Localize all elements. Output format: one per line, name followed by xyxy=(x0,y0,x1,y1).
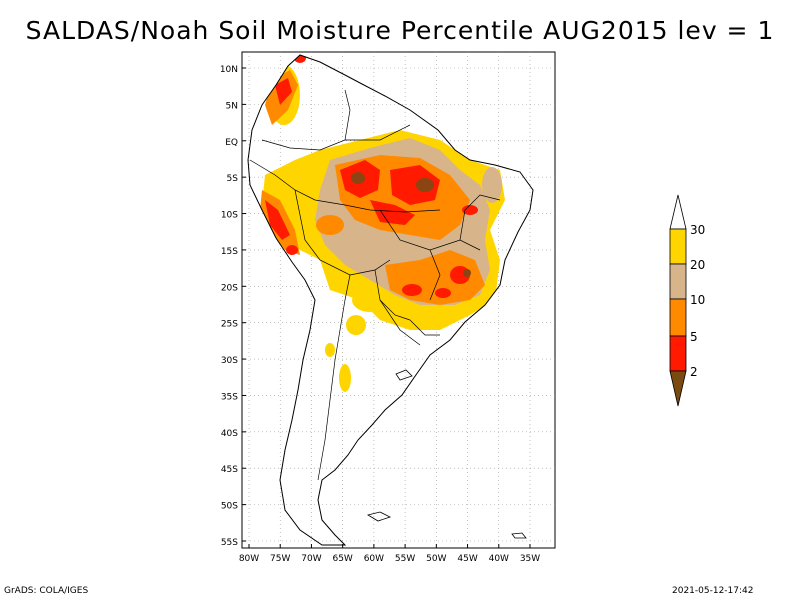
lon-tick-label: 75W xyxy=(270,554,290,564)
lat-tick-label: 15S xyxy=(221,247,238,257)
legend-label: 10 xyxy=(690,293,705,307)
lon-tick-label: 80W xyxy=(239,554,259,564)
lat-tick-label: 5N xyxy=(226,101,238,111)
legend-label: 5 xyxy=(690,330,698,344)
lon-tick-label: 55W xyxy=(395,554,415,564)
legend-swatch-under xyxy=(669,370,687,407)
lat-tick-label: 50S xyxy=(221,502,238,512)
coastline xyxy=(247,54,534,546)
country-borders xyxy=(249,89,501,481)
footer-timestamp: 2021-05-12-17:42 xyxy=(672,586,754,596)
legend-swatch xyxy=(669,298,687,337)
lon-tick-label: 60W xyxy=(364,554,384,564)
legend-label: 30 xyxy=(690,223,705,237)
lon-tick-label: 45W xyxy=(457,554,477,564)
lat-tick-label: 30S xyxy=(221,356,238,366)
lon-tick-label: 70W xyxy=(301,554,321,564)
lon-tick-label: 65W xyxy=(332,554,352,564)
color-legend: 30 20 10 5 2 xyxy=(669,194,705,407)
lat-tick-label: 40S xyxy=(221,429,238,439)
lat-tick-label: EQ xyxy=(225,138,238,148)
lat-tick-label: 35S xyxy=(221,392,238,402)
percentile-shading xyxy=(260,55,505,392)
lat-tick-label: 55S xyxy=(221,538,238,548)
lat-tick-label: 20S xyxy=(221,283,238,293)
islands xyxy=(366,369,527,539)
legend-swatch-over xyxy=(669,194,687,230)
lon-tick-label: 50W xyxy=(426,554,446,564)
lat-tick-label: 45S xyxy=(221,465,238,475)
legend-swatch xyxy=(669,263,687,300)
shade-brown xyxy=(351,172,471,277)
lat-tick-label: 25S xyxy=(221,320,238,330)
latitude-labels: 10N 5N EQ 5S 10S 15S 20S 25S 30S 35S 40S 45S 50S 55S xyxy=(220,65,246,548)
lon-tick-label: 40W xyxy=(489,554,509,564)
map-title: SALDAS/Noah Soil Moisture Percentile AUG… xyxy=(25,16,775,45)
footer-credit: GrADS: COLA/IGES xyxy=(4,586,89,596)
legend-label: 20 xyxy=(690,258,705,272)
legend-swatch xyxy=(669,335,687,372)
legend-label: 2 xyxy=(690,365,698,379)
lat-tick-label: 10S xyxy=(221,211,238,221)
longitude-labels: 80W 75W 70W 65W 60W 55W 50W 45W 40W 35W xyxy=(239,544,540,564)
lat-tick-label: 10N xyxy=(220,65,238,75)
lat-tick-label: 5S xyxy=(227,174,239,184)
lon-tick-label: 35W xyxy=(520,554,540,564)
legend-swatch xyxy=(669,228,687,265)
